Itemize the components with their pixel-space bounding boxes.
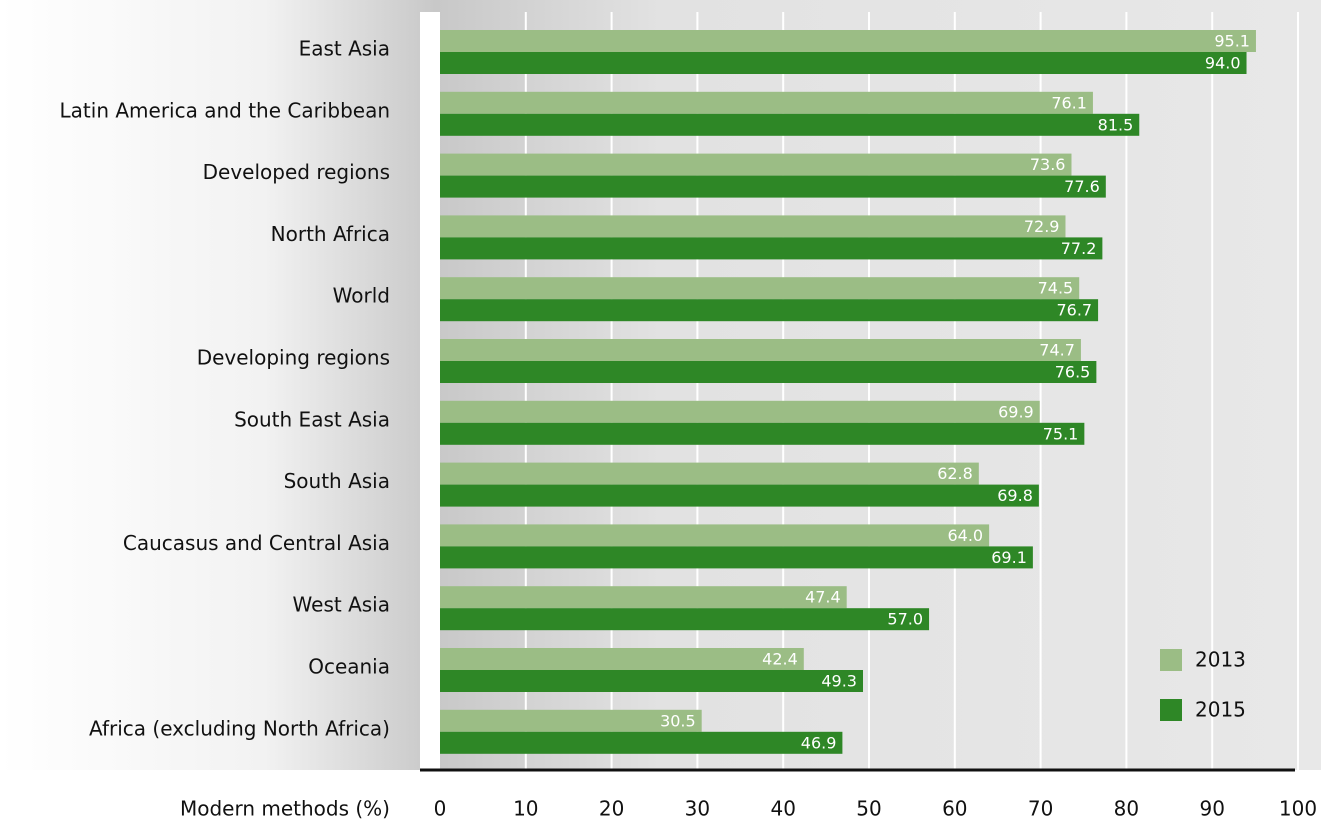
bar xyxy=(440,484,1039,507)
category-label: Latin America and the Caribbean xyxy=(60,98,390,122)
bar xyxy=(440,153,1072,176)
value-label: 69.8 xyxy=(997,486,1033,505)
bar xyxy=(440,339,1081,361)
bar xyxy=(440,113,1140,136)
value-label: 42.4 xyxy=(762,650,798,669)
bar xyxy=(440,299,1099,322)
value-label: 30.5 xyxy=(660,711,696,730)
x-axis-title: Modern methods (%) xyxy=(180,797,390,821)
bar xyxy=(440,546,1033,569)
value-label: 69.1 xyxy=(991,548,1027,567)
value-label: 73.6 xyxy=(1030,155,1066,174)
x-tick-label: 100 xyxy=(1279,797,1317,821)
value-label: 81.5 xyxy=(1098,115,1134,134)
value-label: 76.5 xyxy=(1055,363,1091,382)
x-tick-label: 10 xyxy=(513,797,538,821)
value-label: 47.4 xyxy=(805,588,841,607)
legend-swatch xyxy=(1160,699,1182,721)
category-label: Developing regions xyxy=(197,346,390,370)
legend-swatch xyxy=(1160,649,1182,671)
category-label: World xyxy=(333,284,390,308)
value-label: 75.1 xyxy=(1043,424,1079,443)
plot-edge xyxy=(420,12,440,770)
bar xyxy=(440,91,1093,114)
x-tick-label: 40 xyxy=(770,797,795,821)
bar xyxy=(440,52,1247,74)
bar xyxy=(440,586,847,609)
value-label: 76.1 xyxy=(1051,93,1087,112)
value-label: 94.0 xyxy=(1205,54,1241,73)
category-label: West Asia xyxy=(293,593,390,617)
value-label: 49.3 xyxy=(821,672,857,691)
category-label: Africa (excluding North Africa) xyxy=(89,716,390,740)
bar xyxy=(440,524,990,547)
bar xyxy=(440,215,1066,238)
bar xyxy=(440,361,1097,383)
value-label: 77.2 xyxy=(1061,239,1097,258)
x-tick-label: 60 xyxy=(942,797,967,821)
bar xyxy=(440,422,1085,445)
x-tick-label: 70 xyxy=(1028,797,1053,821)
value-label: 72.9 xyxy=(1024,217,1060,236)
value-label: 46.9 xyxy=(801,733,837,752)
x-tick-label: 90 xyxy=(1199,797,1224,821)
bar xyxy=(440,462,979,485)
value-label: 76.7 xyxy=(1056,301,1092,320)
bar xyxy=(440,237,1103,260)
bar xyxy=(440,608,930,631)
value-label: 62.8 xyxy=(937,464,973,483)
value-label: 64.0 xyxy=(947,526,983,545)
x-tick-label: 30 xyxy=(685,797,710,821)
value-label: 74.7 xyxy=(1039,341,1075,360)
category-label: Oceania xyxy=(308,655,390,679)
value-label: 74.5 xyxy=(1038,279,1074,298)
value-label: 95.1 xyxy=(1214,32,1250,51)
legend-label: 2015 xyxy=(1195,698,1246,722)
value-label: 57.0 xyxy=(887,610,923,629)
bar xyxy=(440,400,1040,423)
value-label: 77.6 xyxy=(1064,177,1100,196)
category-label: Developed regions xyxy=(203,160,390,184)
bar xyxy=(440,709,702,732)
bar xyxy=(440,670,863,692)
bar xyxy=(440,731,843,754)
bar xyxy=(440,648,804,670)
x-tick-label: 0 xyxy=(434,797,447,821)
bar xyxy=(440,30,1256,52)
bar xyxy=(440,277,1080,300)
value-label: 69.9 xyxy=(998,402,1034,421)
category-label: Caucasus and Central Asia xyxy=(123,531,390,555)
x-tick-label: 80 xyxy=(1114,797,1139,821)
x-tick-label: 50 xyxy=(856,797,881,821)
legend-label: 2013 xyxy=(1195,648,1246,672)
category-label: North Africa xyxy=(271,222,390,246)
category-label: South East Asia xyxy=(234,407,390,431)
x-tick-label: 20 xyxy=(599,797,624,821)
category-label: East Asia xyxy=(299,37,390,61)
bar xyxy=(440,175,1106,198)
category-label: South Asia xyxy=(284,469,390,493)
